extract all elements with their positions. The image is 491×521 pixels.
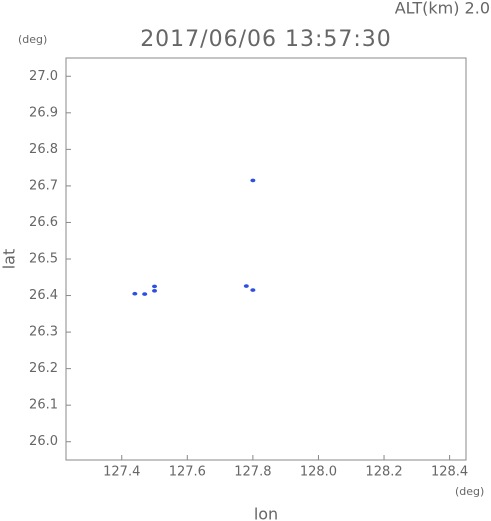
point [250,178,256,183]
point [250,288,256,292]
x-tick-label: 128.4 [431,465,468,480]
y-tick-label: 26.4 [29,288,58,303]
subtitle: ALT(km) 2.0 [395,0,490,18]
x-tick-label: 127.4 [103,465,140,480]
y-tick-label: 26.9 [29,105,58,120]
y-tick-label: 26.5 [29,252,58,267]
point [243,284,249,288]
y-tick-label: 26.0 [29,434,58,449]
point [152,284,158,289]
chart-title: 2017/06/06 13:57:30 [140,27,392,52]
x-axis-label: lon [254,505,278,521]
y-tick-label: 26.1 [29,398,58,413]
y-tick-label: 26.7 [29,178,58,193]
x-tick-label: 128.0 [300,465,337,480]
y-tick-label: 26.8 [29,142,58,157]
x-unit: (deg) [455,485,484,498]
point [152,288,158,293]
y-tick-label: 26.6 [29,215,58,230]
y-tick-label: 26.2 [29,361,58,376]
y-unit: (deg) [18,33,47,46]
y-axis-label: lat [0,249,19,270]
point [132,291,138,296]
y-tick-label: 27.0 [29,69,58,84]
x-tick-label: 128.2 [365,465,402,480]
y-tick-label: 26.3 [29,325,58,340]
x-tick-label: 127.6 [169,465,206,480]
point [142,292,148,296]
x-tick-label: 127.8 [234,465,271,480]
plot-frame [65,57,467,461]
